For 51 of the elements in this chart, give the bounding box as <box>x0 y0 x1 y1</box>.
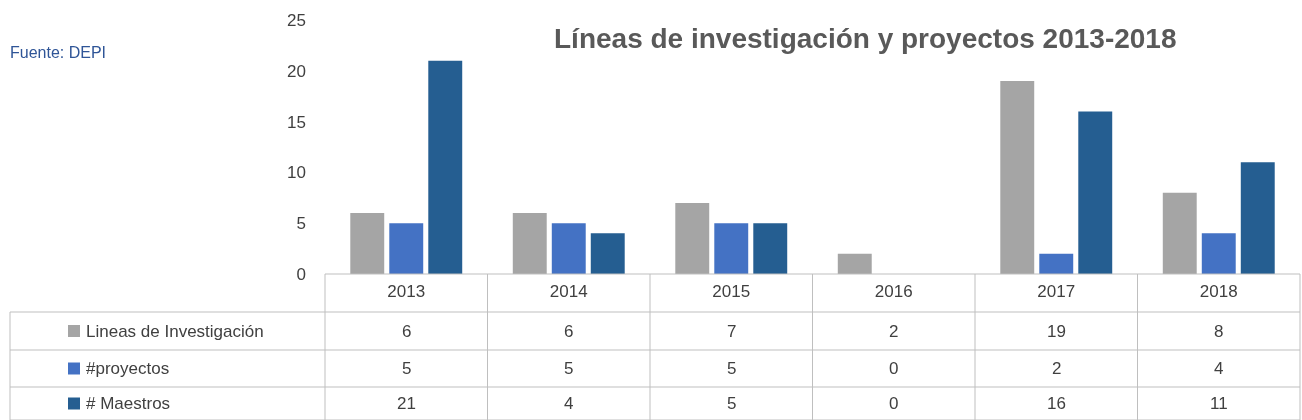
bar <box>753 223 788 274</box>
x-tick-label: 2018 <box>1199 282 1238 301</box>
source-note: Fuente: DEPI <box>10 44 107 61</box>
x-tick-label: 2017 <box>1037 282 1076 301</box>
x-tick-label: 2016 <box>874 282 913 301</box>
bar <box>1201 233 1236 274</box>
bar <box>590 233 625 274</box>
data-label: 0 <box>889 394 899 413</box>
data-label: 5 <box>727 359 737 378</box>
data-label: 16 <box>1047 394 1066 413</box>
data-label: 5 <box>564 359 574 378</box>
data-label: 5 <box>727 394 737 413</box>
data-label: 6 <box>402 322 412 341</box>
chart-title: Líneas de investigación y proyectos 2013-2018 <box>554 23 1177 54</box>
bar <box>1162 192 1197 274</box>
legend-label: #proyectos <box>86 359 170 378</box>
data-label: 2 <box>889 322 899 341</box>
bar <box>350 213 385 274</box>
bar <box>714 223 749 274</box>
data-label: 6 <box>564 322 574 341</box>
data-label: 2 <box>1052 359 1062 378</box>
bar <box>1240 162 1275 274</box>
data-label: 4 <box>1214 359 1224 378</box>
data-label: 5 <box>402 359 412 378</box>
bar <box>428 60 463 274</box>
data-label: 21 <box>397 394 416 413</box>
data-label: 0 <box>889 359 899 378</box>
legend-label: Lineas de Investigación <box>86 322 264 341</box>
y-tick-label: 0 <box>296 264 306 284</box>
x-tick-label: 2015 <box>712 282 751 301</box>
x-tick-label: 2014 <box>549 282 588 301</box>
y-tick-label: 5 <box>296 214 306 234</box>
bar <box>675 202 710 274</box>
data-label: 7 <box>727 322 737 341</box>
data-label: 19 <box>1047 322 1066 341</box>
data-label: 11 <box>1210 394 1228 413</box>
bar <box>1000 80 1035 274</box>
bar <box>551 223 586 274</box>
legend-label: # Maestros <box>86 394 171 413</box>
bar <box>512 213 547 274</box>
y-tick-label: 10 <box>287 163 306 183</box>
y-tick-label: 15 <box>287 112 306 132</box>
data-label: 4 <box>564 394 574 413</box>
y-tick-label: 20 <box>287 61 306 81</box>
y-tick-label: 25 <box>287 10 306 30</box>
x-tick-label: 2013 <box>387 282 426 301</box>
bar <box>837 253 872 274</box>
bar <box>1078 111 1113 274</box>
bar <box>1039 253 1074 274</box>
data-label: 8 <box>1214 322 1224 341</box>
bar <box>389 223 424 274</box>
